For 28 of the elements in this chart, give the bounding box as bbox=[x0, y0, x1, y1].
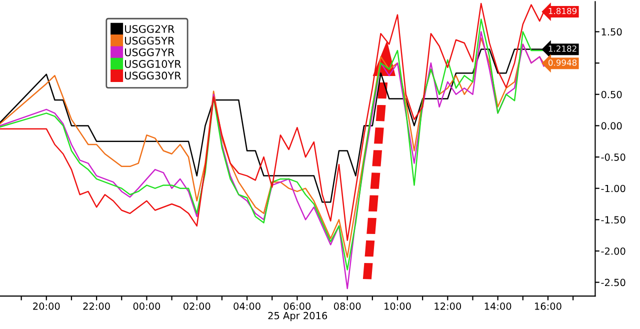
legend-label: USGG10YR bbox=[125, 60, 182, 68]
legend-label: USGG7YR bbox=[125, 48, 174, 56]
legend-label: USGG30YR bbox=[125, 72, 182, 80]
data-label: 0.9948 bbox=[548, 59, 577, 66]
y-tick-label: -2.50 bbox=[601, 278, 626, 286]
x-tick-label: 10:00 bbox=[384, 302, 411, 310]
legend-label: USGG5YR bbox=[125, 36, 174, 45]
x-tick-label: 16:00 bbox=[535, 302, 562, 310]
y-tick-label: 1.50 bbox=[602, 28, 622, 36]
data-label: 1.2182 bbox=[548, 45, 576, 52]
x-tick-label: 02:00 bbox=[184, 302, 210, 310]
x-tick-label: 08:00 bbox=[334, 302, 361, 310]
x-tick-label: 04:00 bbox=[234, 302, 260, 310]
y-tick-label: -1.50 bbox=[601, 216, 626, 224]
x-tick-label: 00:00 bbox=[133, 302, 160, 310]
legend-label: USGG2YR bbox=[125, 25, 174, 33]
x-tick-label: 06:00 bbox=[284, 302, 311, 310]
x-tick-label: 22:00 bbox=[83, 302, 110, 310]
x-tick-label: 14:00 bbox=[484, 302, 512, 310]
y-tick-label: 0.50 bbox=[601, 90, 622, 98]
x-tick-label: 20:00 bbox=[33, 302, 60, 310]
y-tick-label: -0.50 bbox=[601, 153, 626, 161]
x-tick-label: 12:00 bbox=[434, 302, 462, 310]
y-tick-label: -1.00 bbox=[601, 184, 626, 192]
y-tick-label: -2.00 bbox=[601, 247, 626, 255]
y-tick-label: 0.00 bbox=[601, 122, 622, 130]
data-label: 1.8189 bbox=[548, 8, 577, 14]
x-axis-title: 25 Apr 2016 bbox=[268, 312, 328, 322]
